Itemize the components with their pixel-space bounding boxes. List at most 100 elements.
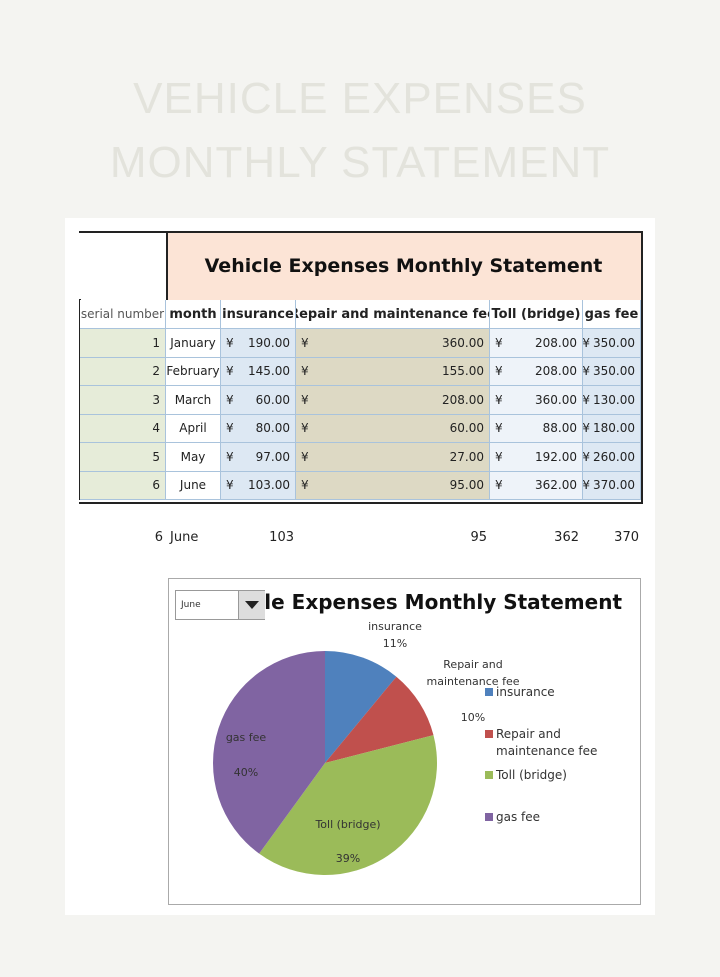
dropdown[interactable]: June <box>175 590 265 620</box>
cell-text: ¥ <box>226 392 234 407</box>
cell-text: 27.00 <box>449 449 484 464</box>
cell-text: ¥ <box>583 335 590 350</box>
column-header: month <box>166 300 221 329</box>
table-cell: 5 <box>80 443 166 472</box>
table-cell: ¥362.00 <box>490 471 583 500</box>
cell-text: 1 <box>152 335 160 350</box>
cell-text: Repair and maintenance fee <box>296 306 490 322</box>
table-cell: ¥88.00 <box>490 414 583 443</box>
table-cell: January <box>166 329 221 358</box>
legend-swatch <box>485 771 493 779</box>
table-cell: ¥260.00 <box>583 443 641 472</box>
cell-text: 80.00 <box>255 421 290 436</box>
cell-text: insurance <box>222 306 294 322</box>
cell-text: ¥ <box>226 421 234 436</box>
cell-text: 60.00 <box>449 421 484 436</box>
cell-text: 180.00 <box>593 421 635 436</box>
table-cell: ¥97.00 <box>221 443 296 472</box>
cell-text: 208.00 <box>442 392 484 407</box>
data-label-name: insurance <box>368 620 422 633</box>
legend-swatch <box>485 730 493 738</box>
cell-text: Toll (bridge) <box>491 306 581 322</box>
table-title: Vehicle Expenses Monthly Statement <box>166 232 641 300</box>
cell-text: ¥ <box>226 364 234 379</box>
table-cell: ¥103.00 <box>221 471 296 500</box>
cell-text: 88.00 <box>542 421 577 436</box>
cell-text: ¥ <box>583 392 590 407</box>
legend-entry: Repair and maintenance fee <box>496 727 598 758</box>
page-title-line: VEHICLE EXPENSES <box>133 74 587 123</box>
cell-text: gas fee <box>584 306 639 322</box>
column-header: Repair and maintenance fee <box>296 300 490 329</box>
cell-text: 260.00 <box>593 449 635 464</box>
table-cell: ¥190.00 <box>221 329 296 358</box>
cell-text: 350.00 <box>593 335 635 350</box>
cell-text: 95.00 <box>449 478 484 493</box>
cell-text: 97.00 <box>255 449 290 464</box>
cell-text: 360.00 <box>442 335 484 350</box>
data-label-value: 40% <box>233 766 259 779</box>
cell-text: 2 <box>152 364 160 379</box>
table-cell: ¥155.00 <box>296 357 490 386</box>
cell-text: ¥ <box>495 392 503 407</box>
cell-text: 350.00 <box>593 364 635 379</box>
summary-cell: 95 <box>470 530 487 545</box>
legend-entry: Toll (bridge) <box>496 768 567 782</box>
data-label-value: 10% <box>460 711 486 724</box>
table-cell: ¥208.00 <box>296 386 490 415</box>
cell-text: ¥ <box>301 335 309 350</box>
table-cell: 3 <box>80 386 166 415</box>
table-cell: ¥370.00 <box>583 471 641 500</box>
column-header: serial number <box>80 300 166 329</box>
table-cell: 1 <box>80 329 166 358</box>
cell-text: June <box>179 478 207 493</box>
cell-text: 4 <box>152 421 160 436</box>
cell-text: ¥ <box>495 364 503 379</box>
table-cell: ¥360.00 <box>296 329 490 358</box>
chart-title-text: Vehicle Expenses Monthly Statement <box>262 590 622 614</box>
cell-text: 6 <box>152 478 160 493</box>
table-cell: ¥60.00 <box>221 386 296 415</box>
legend-swatch <box>485 688 493 696</box>
cell-text: 190.00 <box>248 335 290 350</box>
cell-text: May <box>180 449 206 464</box>
cell-text: 103.00 <box>248 478 290 493</box>
cell-text: serial number <box>80 307 165 321</box>
cell-text: 208.00 <box>535 364 577 379</box>
cell-text: 5 <box>152 449 160 464</box>
cell-text: ¥ <box>495 335 503 350</box>
cell-text: ¥ <box>583 421 590 436</box>
table-cell: ¥350.00 <box>583 357 641 386</box>
cell-text: 362.00 <box>535 478 577 493</box>
table-cell: ¥192.00 <box>490 443 583 472</box>
data-label-value: 39% <box>335 852 361 865</box>
cell-text: ¥ <box>495 421 503 436</box>
legend-swatch <box>485 813 493 821</box>
cell-text: ¥ <box>583 478 590 493</box>
data-label-name: gas fee <box>225 731 267 744</box>
cell-text: ¥ <box>226 478 234 493</box>
cell-text: March <box>174 392 212 407</box>
cell-text: ¥ <box>495 449 503 464</box>
data-label-value: 11% <box>382 637 408 650</box>
table-cell: May <box>166 443 221 472</box>
cell-text: January <box>170 335 216 350</box>
cell-text: 155.00 <box>442 364 484 379</box>
cell-text: 130.00 <box>593 392 635 407</box>
table-cell: February <box>166 357 221 386</box>
dropdown-button[interactable] <box>238 591 265 619</box>
column-header: Toll (bridge) <box>490 300 583 329</box>
table-border <box>166 231 168 301</box>
cell-text: ¥ <box>301 392 309 407</box>
cell-text: ¥ <box>301 364 309 379</box>
cell-text: ¥ <box>226 449 234 464</box>
cell-text: ¥ <box>583 364 590 379</box>
summary-cell: 362 <box>554 530 579 545</box>
summary-cell: June <box>170 530 199 545</box>
summary-cell: 6 <box>154 530 163 545</box>
cell-text: ¥ <box>495 478 503 493</box>
table-cell: 6 <box>80 471 166 500</box>
summary-cell: 370 <box>614 530 639 545</box>
